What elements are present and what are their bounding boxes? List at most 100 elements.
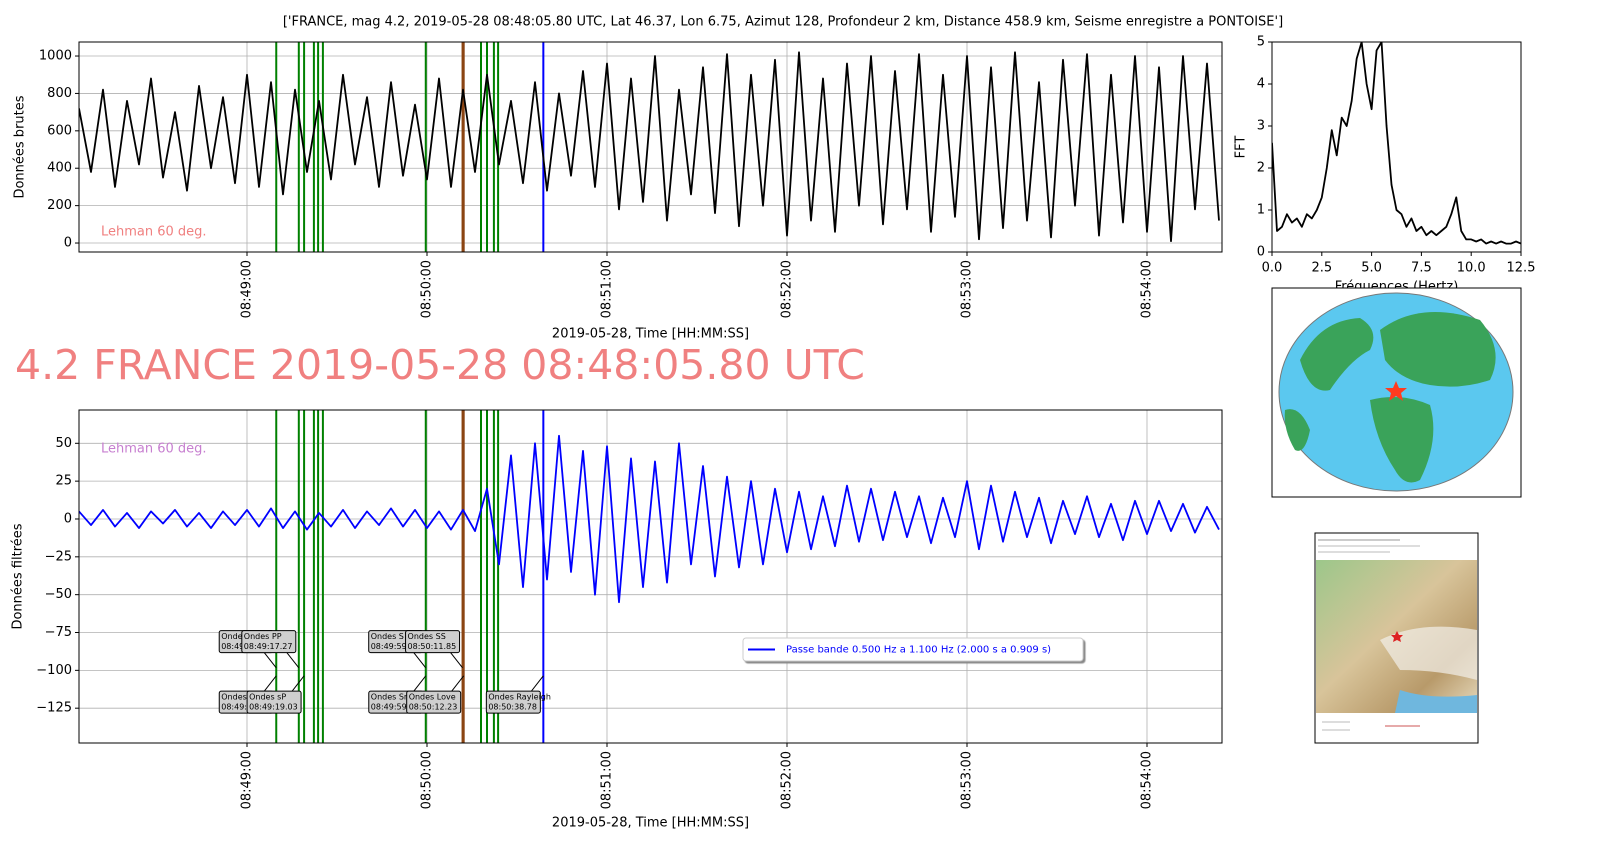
annotation-arrow [530, 675, 544, 692]
y-tick-label: 2 [1257, 161, 1265, 176]
y-tick-label: 25 [55, 474, 72, 489]
y-tick-label: 3 [1257, 119, 1265, 134]
data-line [1272, 42, 1521, 245]
axes-frame [78, 41, 1223, 253]
annotation-arrow [286, 652, 300, 669]
axes-frame [1271, 41, 1522, 253]
legend-label: Passe bande 0.500 Hz a 1.100 Hz (2.000 s… [786, 645, 1051, 656]
annotation: Lehman 60 deg. [101, 442, 207, 457]
charts: 0 200 4 0 0 600 800 1000 08:49:00 08:50:00 08:51:0… [11, 35, 1536, 831]
annotation-name: Ondes P [221, 632, 254, 641]
epicenter-star [1385, 381, 1407, 401]
x-tick-label: 08:53:00 [960, 751, 975, 809]
sea [1395, 690, 1477, 713]
x-axis-label: 2019-05-28, Time [HH:MM:SS] [552, 816, 749, 831]
x-tick-label: 08:51:00 [600, 751, 615, 809]
y-tick-label: 50 [55, 436, 72, 451]
y-tick-label: 5 [1257, 35, 1265, 50]
annotation-time: 08:50:12.23 [409, 703, 458, 712]
figure-title: ['FRANCE, mag 4.2, 2019-05-28 08:48:05.8… [283, 15, 1283, 30]
annotation-box [241, 630, 297, 654]
y-tick-label: 0 [64, 236, 72, 251]
annotation-name: Ondes Love [409, 693, 456, 702]
annotation-name: Ondes Rayleigh [488, 693, 551, 702]
globe-map [1271, 287, 1522, 498]
y-tick-label: −125 [36, 701, 72, 716]
x-tick-label: 08:53:00 [960, 260, 975, 318]
x-tick-label: 08:49:00 [240, 260, 255, 318]
y-tick-label: 0 [64, 511, 72, 526]
annotation-name: Ondes PP [244, 632, 282, 641]
x-tick-label: 08:50:00 [420, 260, 435, 318]
x-tick-label: 08:51:00 [600, 260, 615, 318]
y-tick-label: −75 [45, 625, 72, 640]
annotation-box [246, 690, 302, 714]
legend-box [742, 637, 1084, 662]
data-line [79, 51, 1220, 243]
y-tick-label: 1 [1257, 203, 1265, 218]
annotation-box [485, 690, 541, 714]
annotation-arrow [291, 675, 305, 692]
x-axis-label: 2019-05-28, Time [HH:MM:SS] [552, 327, 749, 342]
headline: 4.2 FRANCE 2019-05-28 08:48:05.80 UTC [15, 341, 865, 389]
annotation-time: 08:49:17.27 [244, 642, 293, 651]
x-tick-label: 08:52:00 [780, 260, 795, 318]
x-tick-label: 08:52:00 [780, 751, 795, 809]
chart: −125 −100 −75 −50 −25 0 25 50 08:49:00 08:50:00 08… [11, 409, 1223, 831]
y-axis-label: Données filtrées [11, 523, 26, 629]
annotation-time: 08:49:19.03 [249, 703, 298, 712]
annotation-arrow [263, 652, 277, 669]
annotation-arrow [263, 675, 277, 692]
annotation-time: 08:50:11.85 [408, 642, 457, 651]
y-tick-label: 1000 [39, 49, 72, 64]
x-tick-label: 08:49:00 [240, 751, 255, 809]
annotation-name: Ondes SS [408, 632, 446, 641]
legend: Passe bande 0.500 Hz a 1.100 Hz (2.000 s… [742, 637, 1084, 662]
x-tick-label: 08:50:00 [420, 751, 435, 809]
x-tick-label: 12.5 [1507, 261, 1536, 276]
annotation-arrow [413, 652, 427, 669]
y-axis-label: FFT [1234, 136, 1249, 159]
y-tick-label: −100 [36, 663, 72, 678]
x-tick-label: 5.0 [1361, 261, 1382, 276]
annotation-time: 08:49:09.75 [221, 703, 270, 712]
annotation-arrow [413, 675, 427, 692]
axes-frame [78, 409, 1223, 744]
alps [1380, 626, 1477, 680]
annotation-name: Ondes S [371, 632, 404, 641]
y-tick-label: 4 [1257, 77, 1265, 92]
annotation-arrow [451, 675, 465, 692]
annotation-name: Ondes Sn [371, 693, 409, 702]
land [1300, 318, 1374, 391]
y-axis-label: Données brutes [13, 95, 28, 198]
x-tick-label: 08:54:00 [1140, 260, 1155, 318]
annotation: Lehman 60 deg. [101, 225, 207, 240]
annotation-box [406, 690, 462, 714]
regional-map [1314, 532, 1479, 744]
annotation-time: 08:49:59.59 [371, 703, 420, 712]
annotation-arrow [450, 652, 463, 669]
data-line [79, 434, 1220, 604]
y-tick-label: 800 [47, 86, 72, 101]
x-tick-label: 0.0 [1262, 261, 1283, 276]
land [1370, 396, 1434, 483]
y-tick-label: 200 [47, 198, 72, 213]
annotation-name: Ondes Pn [221, 693, 259, 702]
x-tick-label: 2.5 [1311, 261, 1332, 276]
x-tick-label: 08:54:00 [1140, 751, 1155, 809]
x-tick-label: 10.0 [1457, 261, 1486, 276]
epicenter-star [1391, 631, 1403, 642]
annotation-name: Ondes sP [249, 693, 286, 702]
y-tick-label: 600 [47, 123, 72, 138]
y-tick-label: −50 [45, 587, 72, 602]
annotation-box [405, 630, 461, 654]
chart: 0 200 400 600 800 1000 08:49:00 08:50:00 08:51:0… [13, 41, 1223, 342]
land [1284, 409, 1310, 451]
x-tick-label: 7.5 [1411, 261, 1432, 276]
y-tick-label: −25 [45, 549, 72, 564]
annotation-time: 08:49:59.57 [371, 642, 420, 651]
y-tick-label: 0 [1257, 245, 1265, 260]
annotation-time: 08:50:38.78 [488, 703, 537, 712]
